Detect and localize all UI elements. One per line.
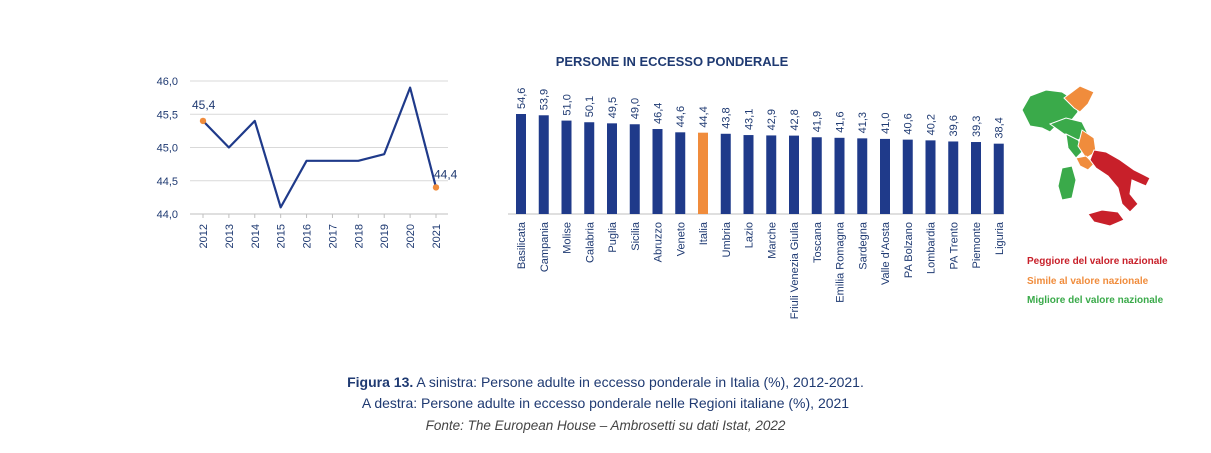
y-tick-label: 44,5 bbox=[157, 176, 178, 188]
bar bbox=[698, 132, 708, 214]
data-point-marker bbox=[199, 117, 207, 125]
bar-value-label: 44,4 bbox=[698, 106, 710, 127]
y-tick-label: 44,0 bbox=[157, 209, 178, 221]
x-tick-label: 2018 bbox=[353, 224, 365, 248]
series-line bbox=[202, 86, 438, 209]
caption-label: Figura 13. bbox=[347, 374, 414, 390]
category-label: Valle d'Aosta bbox=[880, 221, 892, 285]
category-label: Piemonte bbox=[971, 222, 983, 268]
caption-line-2: A destra: Persone adulte in eccesso pond… bbox=[361, 395, 850, 411]
bar bbox=[675, 132, 686, 214]
map-legend-better: Migliore del valore nazionale bbox=[1027, 295, 1164, 306]
x-tick-label: 2014 bbox=[250, 224, 262, 248]
category-label: Toscana bbox=[812, 221, 824, 263]
data-label: 44,4 bbox=[434, 167, 458, 181]
bar-value-label: 49,0 bbox=[630, 98, 642, 119]
caption-text-1: A sinistra: Persone adulte in eccesso po… bbox=[416, 374, 864, 390]
category-label: Friuli Venezia Giulia bbox=[789, 221, 801, 319]
category-label: Abruzzo bbox=[653, 222, 665, 262]
bar bbox=[857, 138, 868, 214]
data-point-marker bbox=[432, 184, 440, 191]
category-label: Lombardia bbox=[926, 221, 938, 274]
bar-value-label: 40,2 bbox=[926, 114, 938, 135]
x-tick-label: 2021 bbox=[431, 224, 443, 248]
bar-value-label: 46,4 bbox=[653, 103, 665, 124]
x-tick-label: 2016 bbox=[302, 224, 314, 248]
bar-value-label: 50,1 bbox=[584, 96, 596, 117]
y-tick-label: 46,0 bbox=[157, 76, 178, 88]
x-tick-label: 2017 bbox=[327, 224, 339, 248]
category-label: Basilicata bbox=[516, 221, 528, 269]
category-label: Italia bbox=[698, 221, 710, 245]
y-tick-label: 45,5 bbox=[157, 109, 178, 121]
bar-value-label: 39,3 bbox=[971, 116, 983, 137]
bar-value-label: 39,6 bbox=[948, 115, 960, 136]
x-tick-label: 2015 bbox=[276, 224, 288, 248]
line-chart: 44,0 44,5 45,0 45,5 46,0 2012 2013 2014 2015 2016… bbox=[157, 76, 458, 248]
bar-value-label: 49,5 bbox=[607, 97, 619, 118]
bar bbox=[834, 137, 845, 214]
bar bbox=[743, 135, 754, 214]
bar-value-label: 53,9 bbox=[539, 89, 551, 110]
bar-value-label: 40,6 bbox=[903, 113, 915, 134]
italy-map bbox=[1021, 85, 1151, 227]
bar bbox=[789, 135, 799, 214]
map-legend-worse: Peggiore del valore nazionale bbox=[1027, 256, 1168, 267]
bar bbox=[607, 123, 617, 214]
category-label: PA Bolzano bbox=[903, 222, 915, 278]
bar-value-label: 42,8 bbox=[789, 109, 801, 130]
bar-chart-title: PERSONE IN ECCESSO PONDERALE bbox=[556, 54, 789, 69]
caption-line-1: Figura 13. A sinistra: Persone adulte in… bbox=[0, 374, 1211, 390]
caption-source: Fonte: The European House – Ambrosetti s… bbox=[425, 418, 786, 433]
bar bbox=[516, 114, 526, 214]
x-tick-label: 2019 bbox=[379, 224, 391, 248]
bar-value-label: 41,6 bbox=[835, 111, 847, 132]
category-label: Sardegna bbox=[857, 221, 869, 270]
category-label: Puglia bbox=[607, 221, 619, 252]
bar bbox=[971, 142, 981, 214]
category-label: Calabria bbox=[584, 221, 596, 263]
x-tick-label: 2012 bbox=[198, 224, 210, 248]
bar bbox=[925, 140, 936, 214]
category-label: Umbria bbox=[721, 221, 733, 257]
bar bbox=[766, 135, 777, 214]
category-label: Lazio bbox=[744, 222, 756, 248]
bar-chart: PERSONE IN ECCESSO PONDERALE 54,6 Basilica… bbox=[508, 54, 1006, 319]
bar bbox=[993, 143, 1004, 214]
bar-value-label: 43,1 bbox=[744, 109, 756, 130]
bar bbox=[538, 115, 549, 214]
bar-value-label: 51,0 bbox=[562, 94, 574, 115]
bar bbox=[902, 139, 913, 214]
bar bbox=[652, 129, 663, 214]
bar-value-label: 43,8 bbox=[721, 107, 733, 128]
category-label: Liguria bbox=[994, 221, 1006, 255]
bar bbox=[948, 141, 959, 214]
x-tick-label: 2020 bbox=[405, 224, 417, 248]
bar bbox=[584, 122, 595, 214]
bar-value-label: 44,6 bbox=[675, 106, 687, 127]
category-label: Marche bbox=[766, 222, 778, 259]
bar-value-label: 54,6 bbox=[516, 88, 528, 109]
bar-value-label: 41,3 bbox=[857, 112, 869, 133]
category-label: Molise bbox=[562, 222, 574, 254]
category-label: Emilia Romagna bbox=[835, 221, 847, 303]
data-label: 45,4 bbox=[192, 98, 216, 112]
category-label: Veneto bbox=[675, 222, 687, 256]
category-label: Sicilia bbox=[630, 221, 642, 251]
bar bbox=[880, 138, 890, 214]
bar bbox=[561, 120, 572, 214]
category-label: Campania bbox=[539, 221, 551, 272]
bar bbox=[629, 124, 640, 214]
category-label: PA Trento bbox=[948, 222, 960, 270]
bar-value-label: 38,4 bbox=[994, 117, 1006, 138]
map-legend-similar: Simile al valore nazionale bbox=[1027, 276, 1149, 287]
bar-value-label: 42,9 bbox=[766, 109, 778, 130]
y-tick-label: 45,0 bbox=[157, 143, 178, 155]
x-tick-label: 2013 bbox=[224, 224, 236, 248]
bar bbox=[811, 137, 822, 214]
bar-value-label: 41,0 bbox=[880, 112, 892, 133]
bar-value-label: 41,9 bbox=[812, 111, 824, 132]
bar bbox=[720, 133, 731, 214]
